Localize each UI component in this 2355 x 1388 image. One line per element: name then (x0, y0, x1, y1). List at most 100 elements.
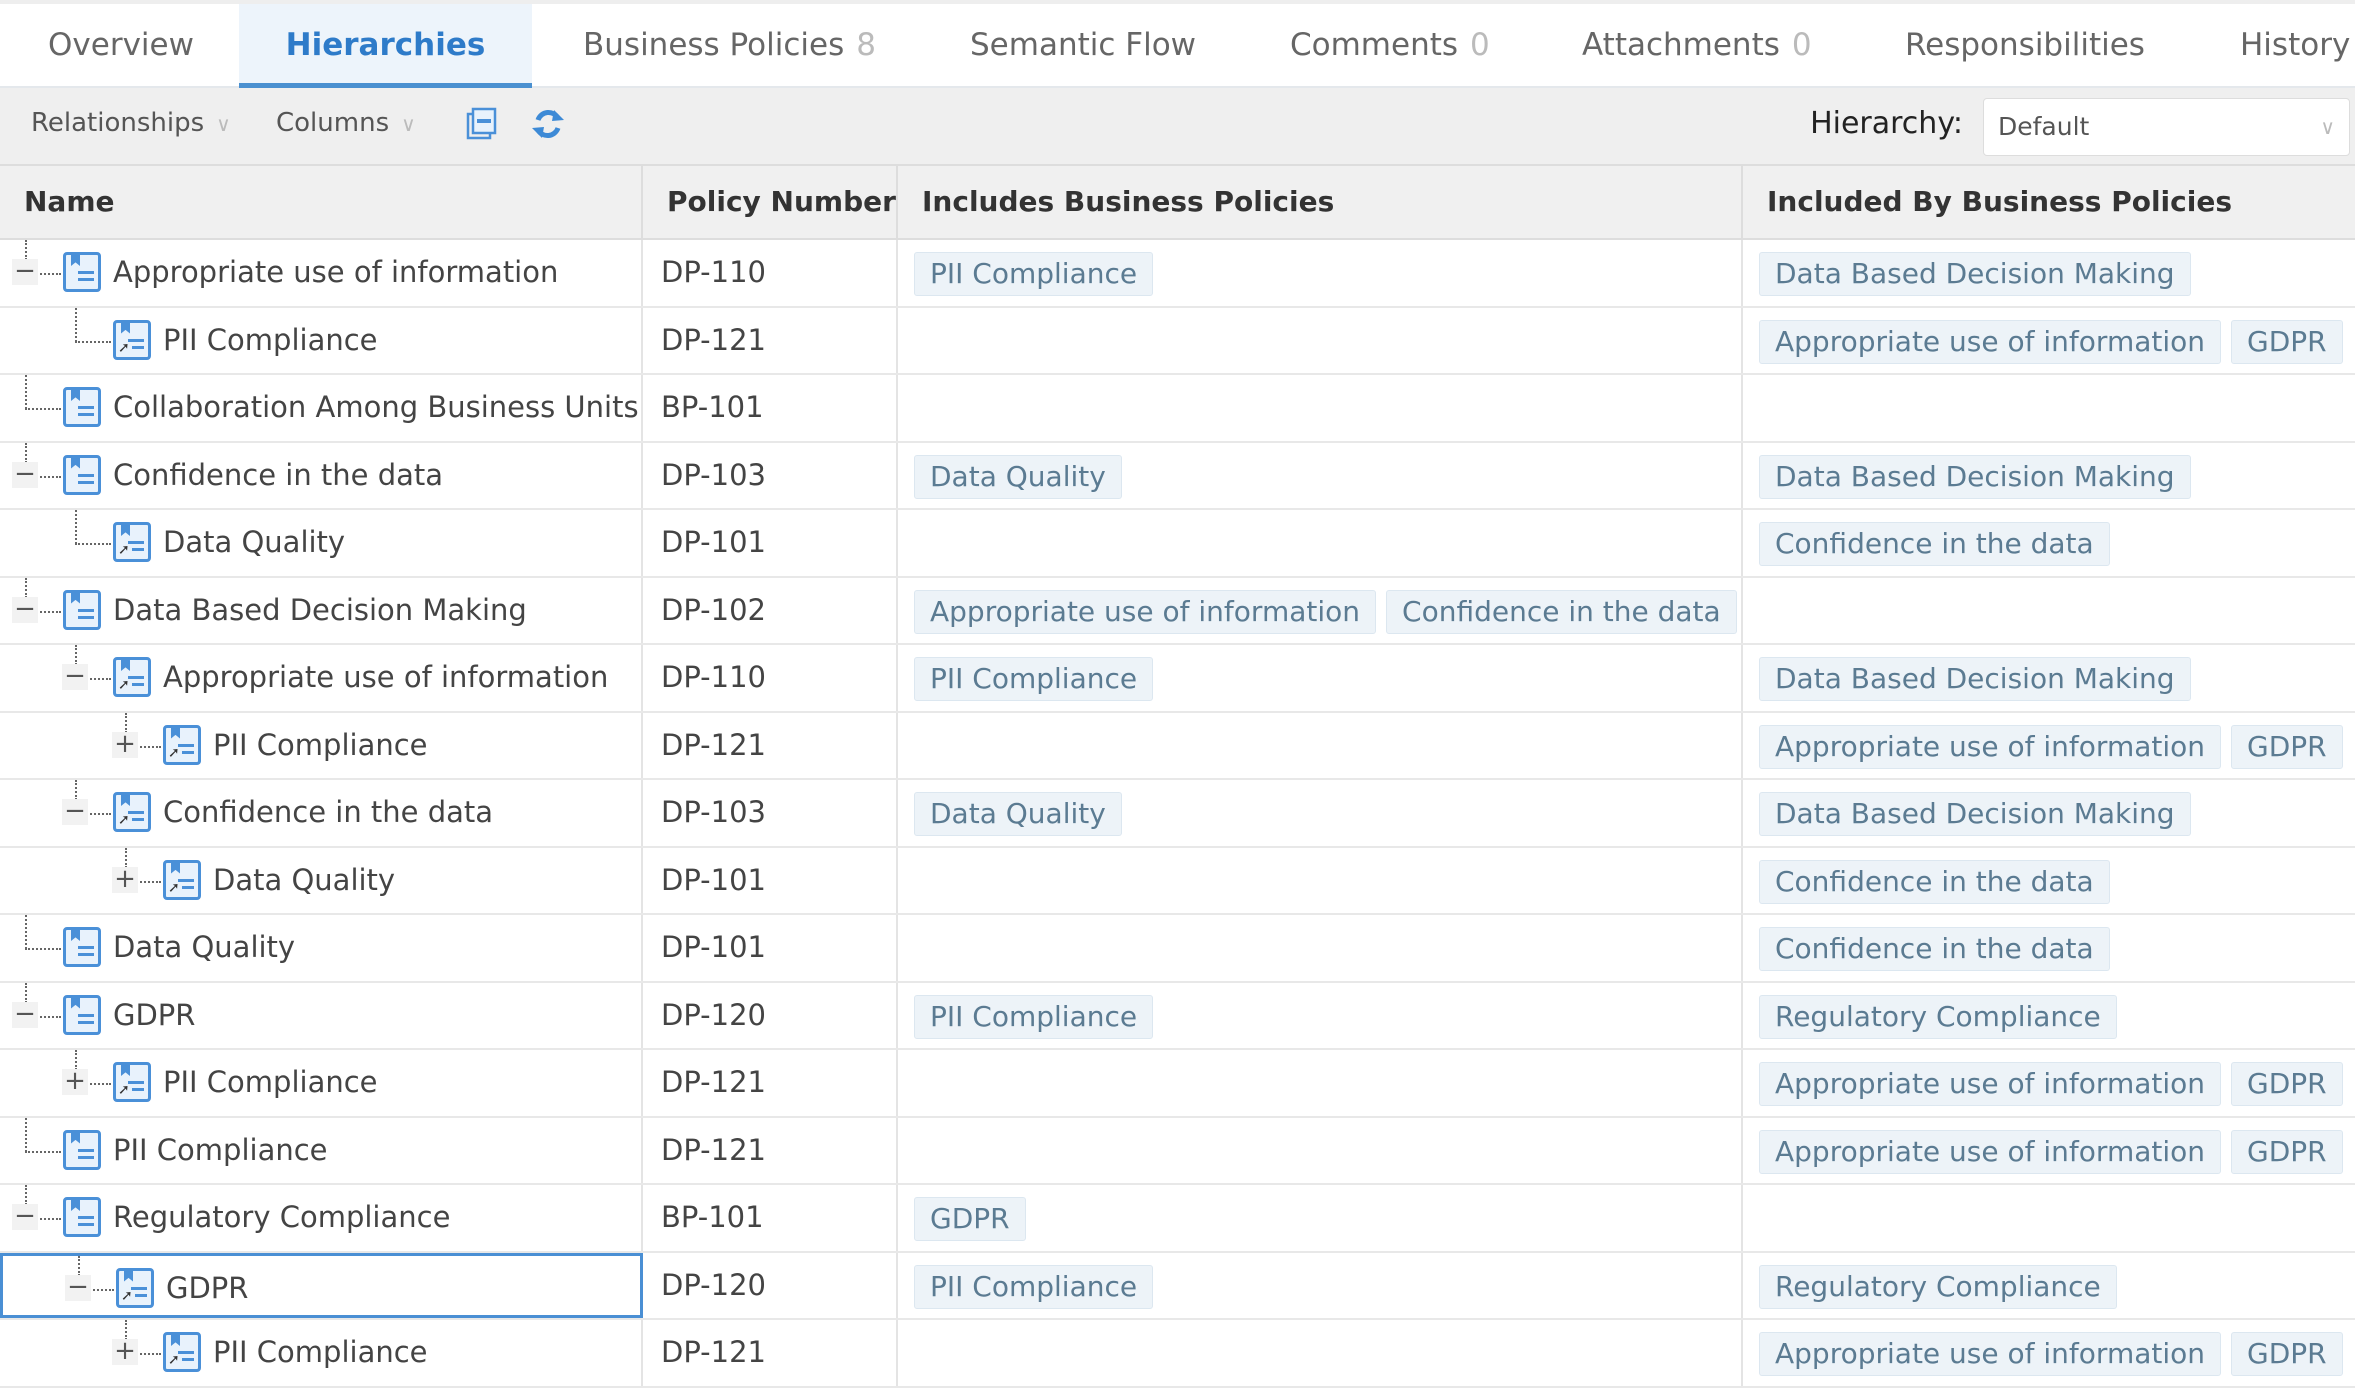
policy-chip[interactable]: GDPR (2231, 1062, 2343, 1106)
policy-name[interactable]: Data Quality (163, 525, 346, 559)
policy-name[interactable]: PII Compliance (213, 1335, 428, 1369)
column-header-included-by[interactable]: Included By Business Policies (1767, 185, 2232, 218)
policy-chip[interactable]: GDPR (2231, 1332, 2343, 1376)
name-cell[interactable]: − ➚ Confidence in the data (0, 780, 643, 846)
tab-comments[interactable]: Comments 0 (1290, 4, 1490, 88)
policy-chip[interactable]: Regulatory Compliance (1759, 994, 2117, 1039)
policy-name[interactable]: Regulatory Compliance (113, 1200, 451, 1234)
expand-toggle-icon[interactable]: + (112, 866, 138, 893)
table-row[interactable]: ➚ PII Compliance DP-121 Appropriate use o… (0, 307, 2355, 375)
refresh-icon[interactable] (530, 106, 566, 142)
table-row[interactable]: − ➚ GDPR DP-120 PII Compliance Regulatory … (0, 1252, 2355, 1320)
policy-name[interactable]: GDPR (113, 997, 196, 1032)
policy-chip[interactable]: Data Based Decision Making (1759, 252, 2191, 296)
name-cell[interactable]: + ➚ PII Compliance (0, 712, 643, 778)
column-header-includes[interactable]: Includes Business Policies (898, 166, 1743, 240)
name-cell[interactable]: − Data Based Decision Making (0, 577, 643, 643)
policy-name[interactable]: Appropriate use of information (163, 660, 609, 694)
column-header-name[interactable]: Name (0, 166, 643, 240)
policy-chip[interactable]: Data Based Decision Making (1759, 792, 2191, 836)
tab-history[interactable]: History (2240, 4, 2350, 88)
policy-name[interactable]: PII Compliance (163, 322, 378, 357)
table-row[interactable]: + ➚ Data Quality DP-101 Confidence in the … (0, 847, 2355, 915)
policy-chip[interactable]: Confidence in the data (1759, 522, 2110, 566)
table-row[interactable]: − Data Based Decision Making DP-102 Appro… (0, 577, 2355, 645)
table-row[interactable]: − Regulatory Compliance BP-101 GDPR (0, 1185, 2355, 1253)
collapse-toggle-icon[interactable]: − (12, 1203, 38, 1230)
policy-chip[interactable]: Confidence in the data (1759, 859, 2110, 904)
policy-name[interactable]: Confidence in the data (163, 795, 494, 829)
name-cell[interactable]: Collaboration Among Business Units (0, 375, 643, 441)
table-row[interactable]: Collaboration Among Business Units BP-10… (0, 375, 2355, 443)
collapse-toggle-icon[interactable]: − (62, 798, 88, 825)
name-cell[interactable]: − ➚ Appropriate use of information (0, 645, 643, 711)
policy-chip[interactable]: Appropriate use of information (1759, 1062, 2222, 1106)
name-cell[interactable]: + ➚ Data Quality (0, 847, 643, 913)
policy-name[interactable]: Data Based Decision Making (113, 592, 527, 627)
policy-chip[interactable]: Confidence in the data (1386, 589, 1737, 634)
name-cell[interactable]: − GDPR (0, 982, 643, 1048)
policy-chip[interactable]: GDPR (2231, 319, 2343, 364)
policy-name[interactable]: GDPR (166, 1270, 249, 1305)
policy-name[interactable]: Collaboration Among Business Units (113, 390, 639, 424)
policy-chip[interactable]: Data Based Decision Making (1759, 657, 2191, 701)
collapse-toggle-icon[interactable]: − (12, 1001, 38, 1028)
policy-chip[interactable]: GDPR (2231, 1129, 2343, 1174)
policy-name[interactable]: Data Quality (213, 862, 396, 897)
name-cell[interactable]: − Confidence in the data (0, 442, 643, 508)
table-row[interactable]: PII Compliance DP-121 Appropriate use of… (0, 1117, 2355, 1185)
policy-chip[interactable]: GDPR (2231, 724, 2343, 769)
policy-chip[interactable]: Data Based Decision Making (1759, 454, 2191, 499)
policy-name[interactable]: Appropriate use of information (113, 255, 559, 289)
table-row[interactable]: − ➚ Appropriate use of information DP-110 … (0, 645, 2355, 713)
policy-chip[interactable]: Confidence in the data (1759, 927, 2110, 971)
name-cell[interactable]: ➚ Data Quality (0, 510, 643, 576)
policy-chip[interactable]: Appropriate use of information (914, 589, 1377, 634)
collapse-toggle-icon[interactable]: − (12, 258, 38, 285)
expand-toggle-icon[interactable]: + (112, 731, 138, 758)
policy-name[interactable]: PII Compliance (163, 1065, 378, 1099)
table-row[interactable]: − Appropriate use of information DP-110 P… (0, 240, 2355, 308)
table-row[interactable]: − GDPR DP-120 PII Compliance Regulatory C… (0, 982, 2355, 1050)
table-row[interactable]: − ➚ Confidence in the data DP-103 Data Qua… (0, 780, 2355, 848)
expand-toggle-icon[interactable]: + (112, 1338, 138, 1365)
columns-dropdown[interactable]: Columns ∨ (276, 108, 416, 138)
tab-business-policies[interactable]: Business Policies 8 (583, 4, 876, 88)
name-cell[interactable]: − ➚ GDPR (0, 1252, 643, 1318)
policy-chip[interactable]: Appropriate use of information (1759, 1129, 2222, 1174)
policy-chip[interactable]: Appropriate use of information (1759, 319, 2222, 364)
table-row[interactable]: Data Quality DP-101 Confidence in the da… (0, 915, 2355, 983)
collapse-all-icon[interactable] (464, 106, 500, 142)
policy-chip[interactable]: Data Quality (914, 792, 1122, 836)
tab-hierarchies[interactable]: Hierarchies (239, 4, 532, 88)
policy-name[interactable]: PII Compliance (113, 1132, 328, 1167)
policy-name[interactable]: Confidence in the data (113, 457, 444, 492)
policy-chip[interactable]: PII Compliance (914, 252, 1154, 296)
policy-chip[interactable]: Appropriate use of information (1759, 1332, 2222, 1376)
policy-chip[interactable]: PII Compliance (914, 657, 1154, 701)
relationships-dropdown[interactable]: Relationships ∨ (31, 108, 231, 138)
name-cell[interactable]: + ➚ PII Compliance (0, 1050, 643, 1116)
table-row[interactable]: − Confidence in the data DP-103 Data Qual… (0, 442, 2355, 510)
tab-overview[interactable]: Overview (48, 4, 194, 88)
name-cell[interactable]: − Appropriate use of information (0, 240, 643, 306)
policy-chip[interactable]: Appropriate use of information (1759, 724, 2222, 769)
table-row[interactable]: ➚ Data Quality DP-101 Confidence in the d… (0, 510, 2355, 578)
name-cell[interactable]: ➚ PII Compliance (0, 307, 643, 373)
name-cell[interactable]: Data Quality (0, 915, 643, 981)
hierarchy-select[interactable]: Default ∨ (1983, 98, 2350, 156)
name-cell[interactable]: − Regulatory Compliance (0, 1185, 643, 1251)
policy-name[interactable]: PII Compliance (213, 727, 428, 762)
policy-chip[interactable]: PII Compliance (914, 994, 1154, 1039)
policy-chip[interactable]: GDPR (914, 1197, 1026, 1241)
table-row[interactable]: + ➚ PII Compliance DP-121 Appropriate use … (0, 1050, 2355, 1118)
collapse-toggle-icon[interactable]: − (12, 461, 38, 488)
name-cell[interactable]: + ➚ PII Compliance (0, 1320, 643, 1386)
expand-toggle-icon[interactable]: + (62, 1068, 88, 1095)
policy-chip[interactable]: Data Quality (914, 454, 1122, 499)
policy-chip[interactable]: Regulatory Compliance (1759, 1264, 2117, 1309)
column-header-policy-number[interactable]: Policy Number (643, 166, 898, 240)
collapse-toggle-icon[interactable]: − (62, 663, 88, 690)
collapse-toggle-icon[interactable]: − (12, 596, 38, 623)
tab-semantic-flow[interactable]: Semantic Flow (970, 4, 1196, 88)
